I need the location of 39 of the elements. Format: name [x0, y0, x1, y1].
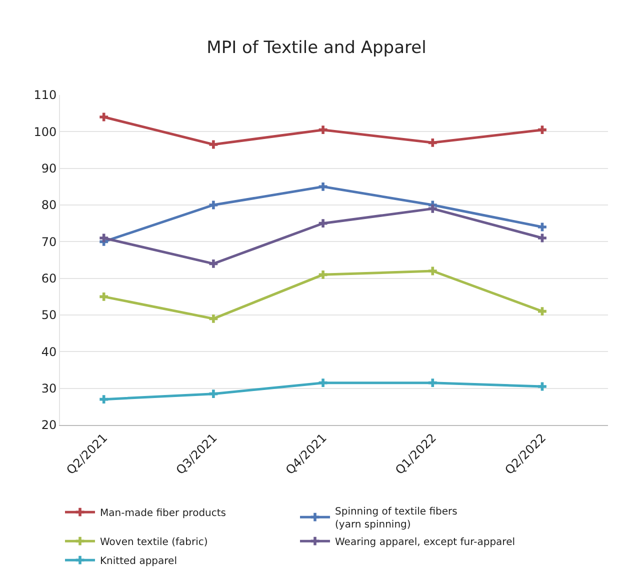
point	[209, 390, 218, 398]
point	[100, 112, 108, 122]
point	[538, 307, 546, 316]
y-tick-label: 80	[41, 198, 57, 212]
point	[428, 204, 437, 213]
point	[318, 219, 328, 228]
chart-title: MPI of Textile and Apparel	[206, 38, 426, 58]
legend-label: Knitted apparel	[100, 556, 177, 567]
y-tick-label: 50	[41, 308, 57, 322]
legend-label: Spinning of textile fibers (yarn spinning)	[335, 506, 458, 530]
y-tick-label: 90	[41, 162, 57, 176]
point	[318, 126, 328, 134]
y-tick-label: 60	[41, 272, 57, 286]
point	[100, 292, 108, 301]
point	[100, 234, 108, 242]
y-tick-label: 20	[41, 418, 57, 432]
point	[428, 266, 437, 276]
point	[538, 234, 546, 242]
point	[428, 138, 437, 147]
point	[538, 222, 546, 232]
point	[318, 378, 328, 388]
point	[538, 382, 546, 391]
y-tick-label: 30	[41, 382, 57, 396]
point	[100, 395, 108, 404]
y-tick-label: 100	[34, 124, 57, 139]
legend-label: Woven textile (fabric)	[100, 537, 208, 548]
y-tick-label: 110	[34, 88, 57, 102]
point	[209, 140, 218, 149]
point	[209, 259, 218, 268]
point	[318, 182, 328, 191]
legend-label: Wearing apparel, except fur-apparel	[335, 537, 515, 548]
y-tick-label: 40	[41, 344, 57, 359]
point	[538, 126, 546, 134]
point	[318, 270, 328, 279]
point	[209, 314, 218, 323]
point	[209, 200, 218, 210]
point	[428, 378, 437, 388]
legend-label: Man-made fiber products	[100, 508, 226, 519]
y-tick-label: 70	[41, 234, 57, 249]
